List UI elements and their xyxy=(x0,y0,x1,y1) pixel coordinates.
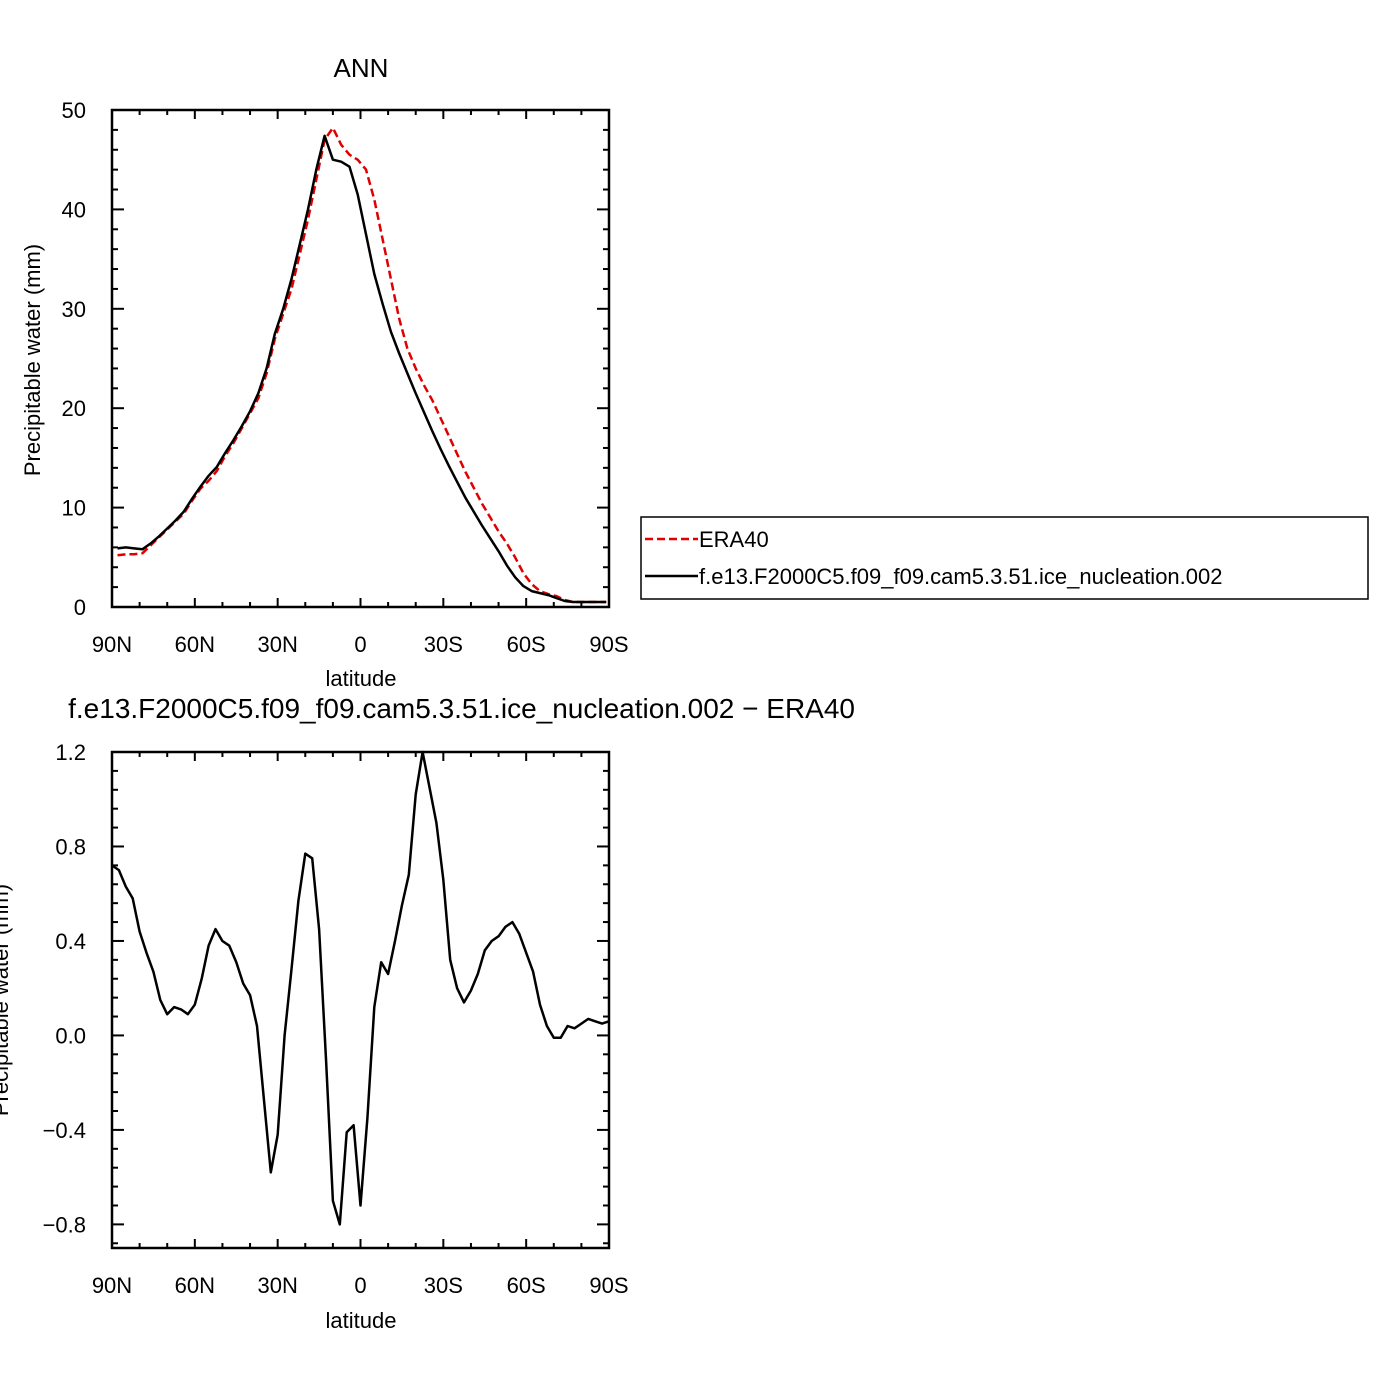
y-tick-label: 1.2 xyxy=(55,740,86,765)
y-tick-label: 0.4 xyxy=(55,929,86,954)
top-panel-series xyxy=(117,126,607,604)
y-tick-label: −0.8 xyxy=(43,1212,86,1237)
x-tick-label: 30S xyxy=(424,632,463,657)
top-panel-x-label: latitude xyxy=(326,666,397,691)
x-tick-label: 90S xyxy=(589,632,628,657)
x-tick-label: 60N xyxy=(175,632,215,657)
bottom-panel-axes: 90N 60N 30N 0 30S 60S 90S −0.8 −0.4 0.0 0.4 0.8 1.2 xyxy=(43,740,629,1298)
x-tick-label: 60N xyxy=(175,1273,215,1298)
legend-box xyxy=(640,516,1369,600)
x-tick-label: 60S xyxy=(507,632,546,657)
bottom-panel-y-label: Precipitable water (mm) xyxy=(0,884,13,1116)
plot-frame xyxy=(110,750,611,1250)
top-panel-y-label: Precipitable water (mm) xyxy=(20,244,45,476)
y-tick-label: 20 xyxy=(62,396,86,421)
y-tick-label: 50 xyxy=(62,98,86,123)
series-line-0 xyxy=(117,126,607,604)
top-panel-axes: 90N 60N 30N 0 30S 60S 90S 0 10 20 30 40 50 xyxy=(62,98,629,657)
bottom-panel: f.e13.F2000C5.f09_f09.cam5.3.51.ice_nucl… xyxy=(0,693,855,1333)
x-tick-label: 0 xyxy=(354,1273,366,1298)
bottom-panel-x-label: latitude xyxy=(326,1308,397,1333)
legend-label-era40: ERA40 xyxy=(699,527,769,552)
series-line-0 xyxy=(111,750,610,1226)
y-tick-label: −0.4 xyxy=(43,1118,86,1143)
x-tick-label: 90N xyxy=(92,1273,132,1298)
x-tick-label: 30S xyxy=(424,1273,463,1298)
x-tick-label: 30N xyxy=(257,1273,297,1298)
x-tick-label: 90N xyxy=(92,632,132,657)
y-tick-label: 0.8 xyxy=(55,834,86,859)
y-tick-label: 0 xyxy=(74,595,86,620)
x-tick-label: 90S xyxy=(589,1273,628,1298)
y-tick-label: 30 xyxy=(62,297,86,322)
y-tick-label: 0.0 xyxy=(55,1023,86,1048)
x-tick-label: 30N xyxy=(257,632,297,657)
x-tick-label: 0 xyxy=(354,632,366,657)
bottom-panel-title: f.e13.F2000C5.f09_f09.cam5.3.51.ice_nucl… xyxy=(68,693,855,724)
y-tick-label: 10 xyxy=(62,496,86,521)
legend: ERA40 f.e13.F2000C5.f09_f09.cam5.3.51.ic… xyxy=(640,516,1369,600)
x-tick-label: 60S xyxy=(507,1273,546,1298)
legend-label-model: f.e13.F2000C5.f09_f09.cam5.3.51.ice_nucl… xyxy=(699,564,1223,589)
top-panel: ANN Precipitable water (mm) latitude 90N… xyxy=(20,53,1369,691)
bottom-panel-series xyxy=(111,750,610,1226)
series-line-1 xyxy=(117,134,607,604)
y-tick-label: 40 xyxy=(62,197,86,222)
top-panel-title: ANN xyxy=(334,53,389,83)
plot-frame xyxy=(110,108,611,609)
